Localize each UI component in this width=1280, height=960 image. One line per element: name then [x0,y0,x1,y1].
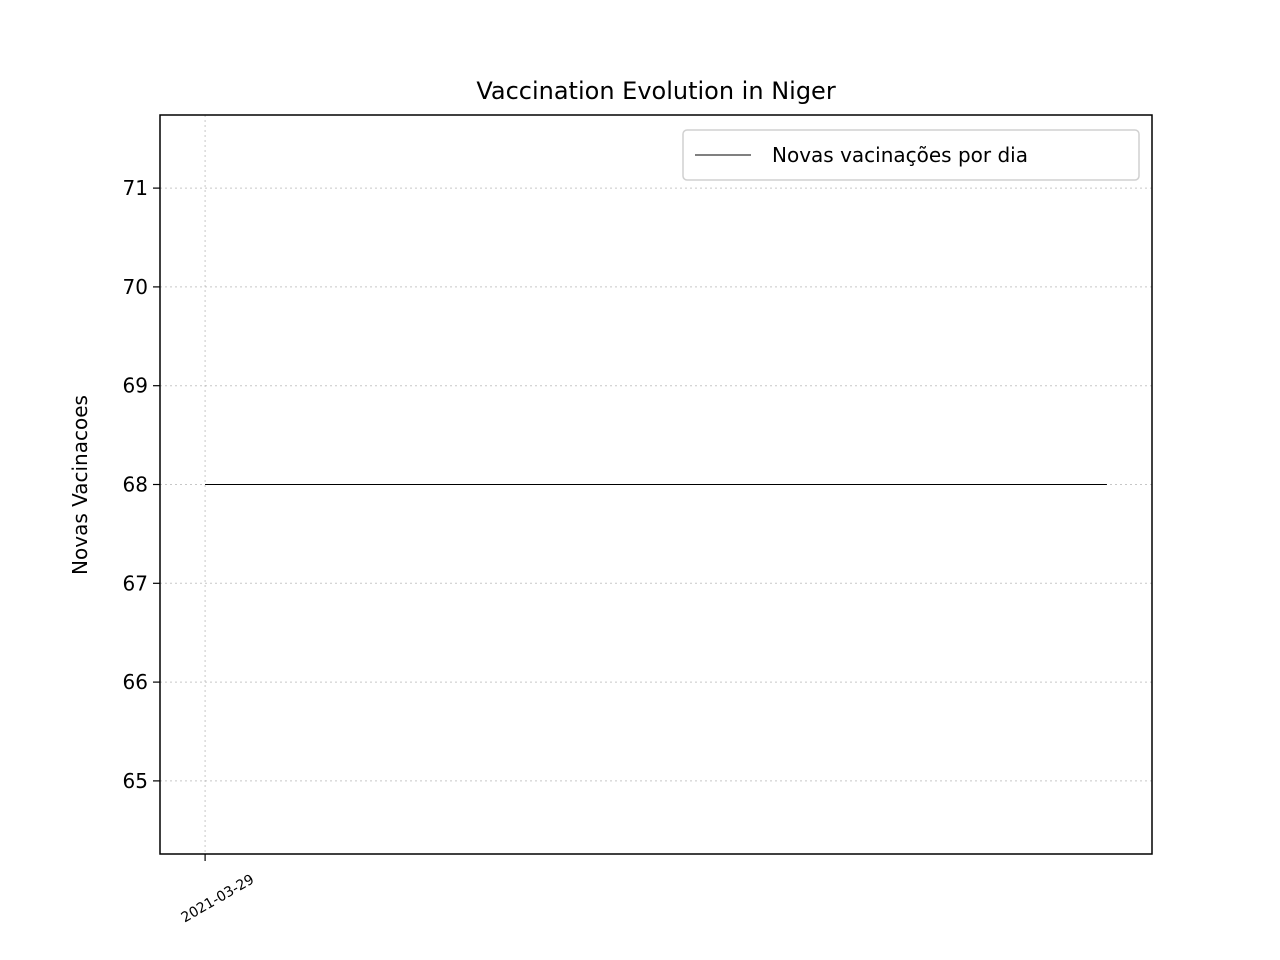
y-tick-label: 65 [123,769,148,793]
y-tick-label: 69 [123,374,148,398]
legend-box [682,129,1140,181]
legend-label: Novas vacinações por dia [772,143,1028,167]
legend: Novas vacinações por dia [682,129,1140,181]
y-tick-label: 68 [123,473,148,497]
y-tick-label: 71 [123,176,148,200]
y-tick-label: 67 [123,571,148,595]
y-tick-label: 70 [123,275,148,299]
y-tick-label: 66 [123,670,148,694]
chart-title: Vaccination Evolution in Niger [476,77,836,105]
y-axis-label: Novas Vacinacoes [68,395,92,575]
plot-frame [159,114,1153,855]
